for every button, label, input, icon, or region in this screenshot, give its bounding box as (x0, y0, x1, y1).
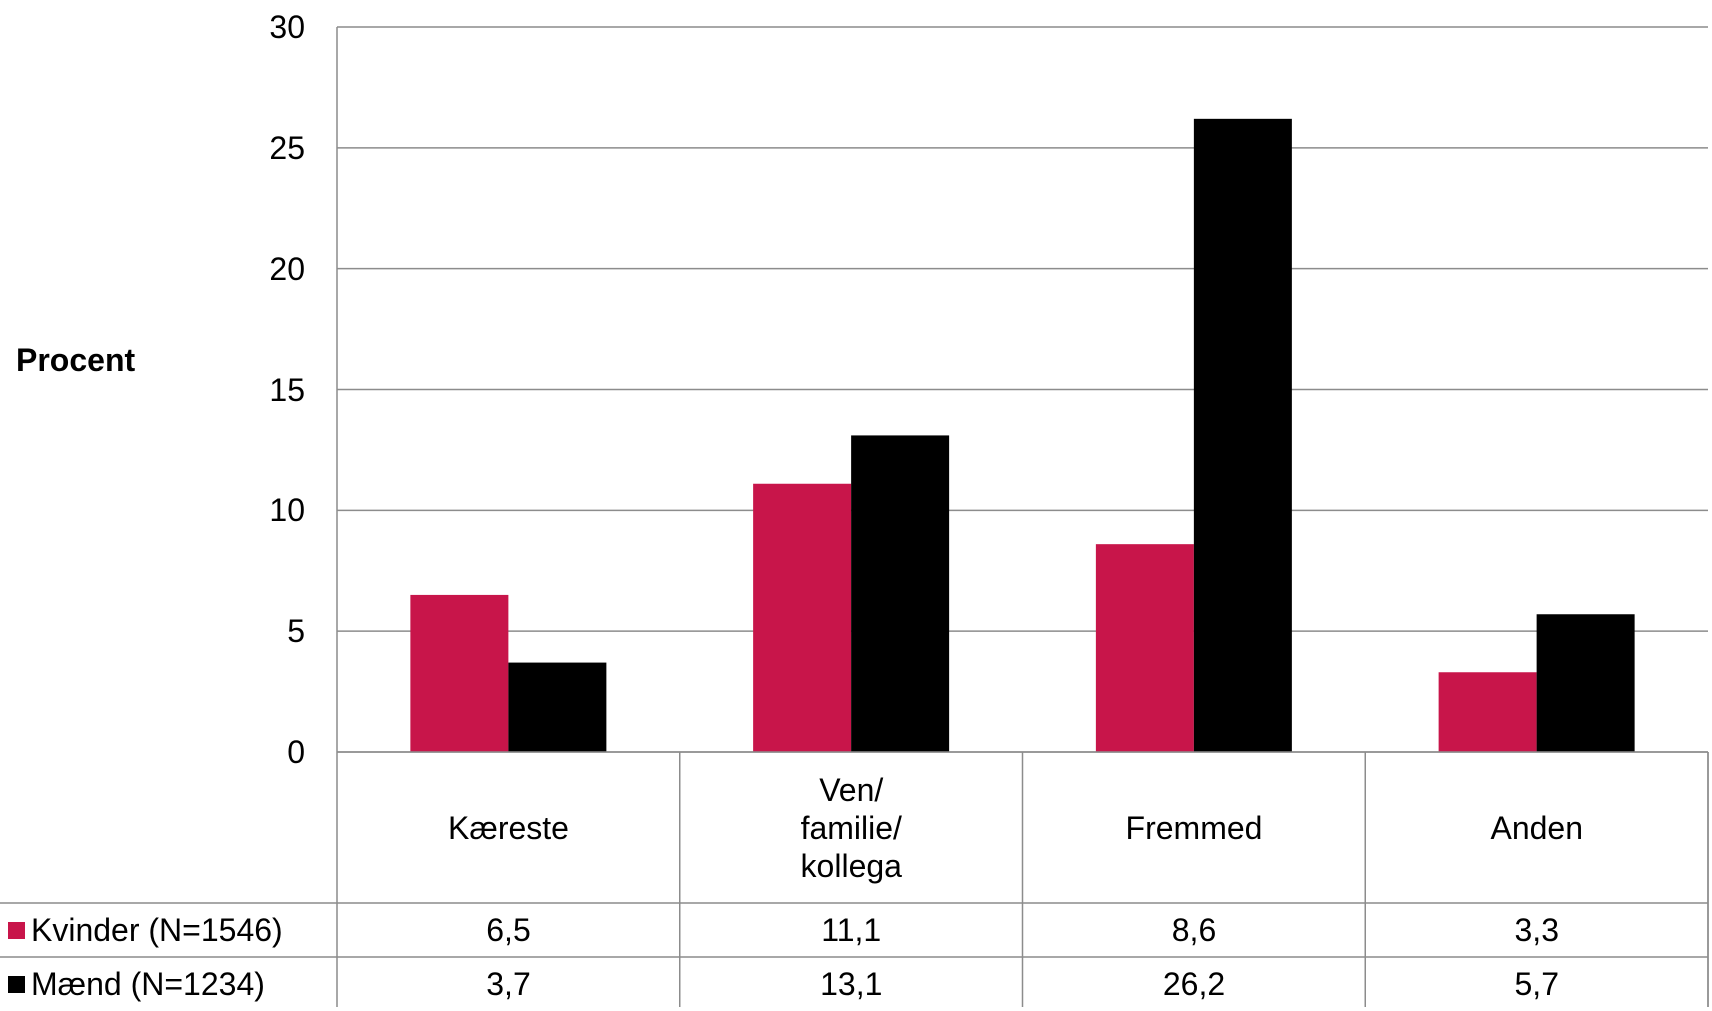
data-table-value: 6,5 (486, 911, 531, 948)
legend-entry: Kvinder (N=1546) (8, 903, 283, 957)
y-axis-label: Procent (16, 342, 136, 378)
bar-maend-3 (1536, 614, 1635, 752)
y-tick-label: 0 (287, 734, 305, 770)
data-table-value: 8,6 (1171, 911, 1217, 948)
bar-maend-0 (508, 662, 607, 752)
legend-entry: Mænd (N=1234) (8, 957, 265, 1011)
bar-kvinder-2 (1095, 544, 1194, 752)
data-table-value: 13,1 (820, 965, 883, 1002)
bar-kvinder-3 (1438, 672, 1537, 752)
category-label: Kæreste (448, 809, 569, 846)
legend-swatch (8, 921, 25, 939)
y-tick-label: 25 (269, 129, 305, 166)
y-tick-label: 20 (269, 250, 305, 287)
bar-maend-2 (1193, 118, 1292, 753)
category-label: Ven/ familie/ kollega (800, 771, 902, 884)
data-table-value: 3,3 (1514, 911, 1559, 948)
bar-kvinder-1 (753, 483, 852, 752)
y-tick-label: 15 (269, 371, 305, 408)
category-label: Anden (1490, 809, 1584, 846)
bar-kvinder-0 (410, 594, 509, 752)
y-tick-label: 30 (269, 9, 305, 45)
y-tick-label: 5 (287, 613, 305, 650)
legend-swatch (8, 975, 25, 993)
category-label: Fremmed (1125, 809, 1263, 846)
bars (410, 118, 1635, 753)
y-tick-label: 10 (269, 492, 305, 529)
data-table-lines (0, 751, 1709, 1007)
gridlines (336, 26, 1708, 753)
bar-maend-1 (851, 435, 950, 752)
legend-label: Kvinder (N=1546) (31, 911, 283, 948)
data-table-value: 3,7 (486, 965, 531, 1002)
data-table-value: 11,1 (821, 911, 882, 948)
legend-label: Mænd (N=1234) (31, 965, 265, 1002)
data-table-value: 26,2 (1162, 965, 1226, 1002)
data-table-value: 5,7 (1514, 965, 1559, 1002)
